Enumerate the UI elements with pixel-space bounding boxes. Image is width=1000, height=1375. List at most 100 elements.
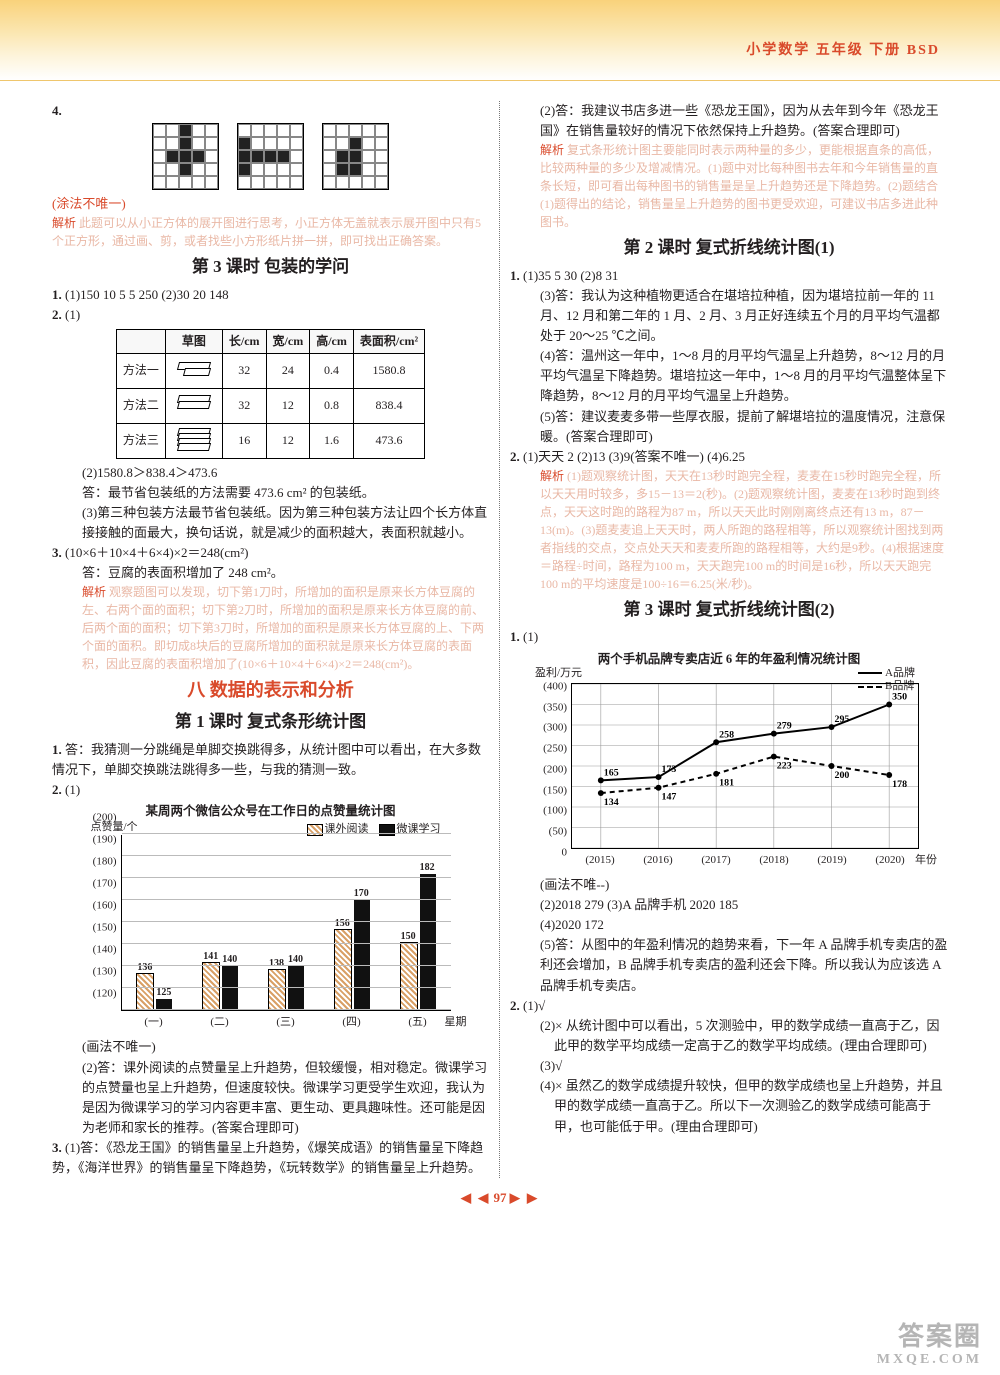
l3-q1-label: 1. [52,287,62,302]
q4-grid-1 [152,123,219,190]
l3-q1: 1. (1)150 10 5 5 250 (2)30 20 148 [52,285,489,305]
svg-text:178: 178 [892,779,907,790]
l3-q1-text: (1)150 10 5 5 250 (2)30 20 148 [65,287,229,302]
line-chart-xlabel: 年份 [915,852,937,869]
l3-q2-sub2-ans: 答：最节省包装纸的方法需要 473.6 cm² 的包装纸。 [52,483,489,503]
cont3-analysis: 解析 复式条形统计图主要能同时表示两种量的多少，更能根据直条的高低，比较两种量的… [510,141,948,231]
svg-text:258: 258 [719,729,734,740]
bar-chart-bars: 136125141140138140156170150182 [122,835,451,1010]
th-l: 长/cm [222,329,266,353]
svg-text:279: 279 [777,721,792,732]
svg-text:147: 147 [661,792,676,803]
r-l2-q1: 1. (1)35 5 30 (2)8 31 (3)答：我认为这种植物更适合在堪培… [510,266,948,447]
r-l2-q2: 2. (1)天天 2 (2)13 (3)9(答案不唯一) (4)6.25 解析 … [510,447,948,593]
r-l3b-q2-l1: (1)√ [523,998,545,1013]
u8-q3-sub1: (1)答：《恐龙王国》的销售量呈上升趋势，《爆笑成语》的销售量呈下降趋势，《海洋… [52,1140,483,1175]
u8-q1-label: 1. [52,742,62,757]
line-chart-svg: 165173258279295350134147181223200178 [572,684,918,848]
u8-q2: 2. (1) 某周两个微信公众号在工作日的点赞量统计图 点赞量/个 课外阅读 微… [52,780,489,1138]
line-chart-note: (画法不唯--) [510,875,948,895]
r3-w: 12 [266,423,310,458]
unit8-l1-title: 第 1 课时 复式条形统计图 [52,709,489,735]
q4-grid-3 [322,123,389,190]
q4-analysis: 解析 此题可以从小正方体的展开图进行思考，小正方体无盖就表示展开图中只有5个正方… [52,214,489,250]
r1-name: 方法一 [116,353,165,388]
r-l2-q2-analysis-text: (1)题观察统计图，天天在13秒时跑完全程，麦麦在15秒时跑完全程，所以天天用时… [540,469,944,591]
l3-q3-analysis: 解析 观察题图可以发现，切下第1刀时，所增加的面积是原来长方体豆腐的左、右两个面… [52,583,489,673]
watermark-url: MXQE.COM [877,1352,982,1367]
r2-s: 838.4 [353,388,424,423]
analysis-label: 解析 [82,585,106,599]
svg-text:173: 173 [661,764,676,775]
page-number: 97 [494,1190,507,1205]
arrow-left-icon: ◀ ◀ [461,1190,490,1205]
r-l2-q1-label: 1. [510,268,520,283]
page-root: 小学数学 五年级 下册 BSD 4. (涂法不唯一) 解析 此题可以从小正方体的… [0,0,1000,1375]
r1-icon [165,353,222,388]
r-l3b-q2: 2. (1)√ (2)× 从统计图中可以看出，5 次测验中，甲的数学成绩一直高于… [510,996,948,1137]
bar-chart: 点赞量/个 课外阅读 微课学习 (120)(130)(140)(150)(160… [81,825,461,1035]
q4-note: (涂法不唯一) [52,194,489,214]
r-l3b-q1-sub2: (2)2018 279 (3)A 品牌手机 2020 185 [510,895,948,915]
r-l2-q2-line: (1)天天 2 (2)13 (3)9(答案不唯一) (4)6.25 [523,449,745,464]
line-chart: 盈利/万元 A品牌 B品牌 0(50)(100)(150)(200)(250)(… [529,673,929,873]
r2-w: 12 [266,388,310,423]
u8-q2-sub1-label: (1) [65,782,80,797]
r3-s: 473.6 [353,423,424,458]
r1-h: 0.4 [310,353,354,388]
r-l2-q1-sub5: (5)答：建议麦麦多带一些厚衣服，提前了解堪培拉的温度情况，注意保暖。(答案合理… [510,407,948,447]
svg-text:295: 295 [834,714,849,725]
lesson3-title: 第 3 课时 包装的学问 [52,254,489,280]
r-l2-q1-sub3: (3)答：我认为这种植物更适合在堪培拉种植，因为堪培拉前一年的 11 月、12 … [510,286,948,346]
q4-grids [52,123,489,190]
analysis-label: 解析 [540,143,564,157]
l3-q3: 3. (10×6＋10×4＋6×4)×2＝248(cm²) 答：豆腐的表面积增加… [52,543,489,673]
l3-q3-calc: (10×6＋10×4＋6×4)×2＝248(cm²) [65,545,248,560]
r-l3b-q2-l4: (4)× 虽然乙的数学成绩提升较快，但甲的数学成绩也呈上升趋势，并且甲的数学成绩… [510,1076,948,1136]
th-s: 表面积/cm² [353,329,424,353]
cont3-analysis-text: 复式条形统计图主要能同时表示两种量的多少，更能根据直条的高低，比较两种量的多少及… [540,143,939,229]
u8-q2-label: 2. [52,782,62,797]
q4-grid-2 [237,123,304,190]
l3-q3-label: 3. [52,545,62,560]
r-l3b-q1-label: 1. [510,629,520,644]
l3-q2-sub3: (3)第三种包装方法最节省包装纸。因为第三种包装方法让四个长方体直接接触的面最大… [52,503,489,543]
l3-q2-label: 2. [52,307,62,322]
legend-a-label: A品牌 [885,667,915,679]
r1-w: 24 [266,353,310,388]
svg-text:223: 223 [777,760,792,771]
line-chart-plot: 165173258279295350134147181223200178 [571,683,919,849]
r2-icon [165,388,222,423]
r2-l: 32 [222,388,266,423]
header-subject: 小学数学 五年级 下册 BSD [746,40,940,62]
u8-q1-text: 答：我猜测一分跳绳是单脚交换跳得多，从统计图中可以看出，在大多数情况下，单脚交换… [52,742,481,777]
r2-name: 方法二 [116,388,165,423]
svg-text:165: 165 [604,767,619,778]
l3-q2-sub2: (2)1580.8＞838.4＞473.6 [52,463,489,483]
r-l2-q2-analysis: 解析 (1)题观察统计图，天天在13秒时跑完全程，麦麦在15秒时跑完全程，所以天… [510,467,948,593]
right-column: (2)答：我建议书店多进一些《恐龙王国》，因为从去年到今年《恐龙王国》在销售量较… [500,101,958,1178]
series-points: 165173258279295350134147181223200178 [598,691,907,807]
arrow-right-icon: ▶ ▶ [510,1190,539,1205]
bar-chart-xlabel: 星期 [445,1014,467,1031]
l3-q3-ansline: 答：豆腐的表面积增加了 248 cm²。 [52,563,489,583]
l3-q3-analysis-text: 观察题图可以发现，切下第1刀时，所增加的面积是原来长方体豆腐的左、右两个面的面积… [82,585,484,671]
r-l3b-q1: 1. (1) 两个手机品牌专卖店近 6 年的年盈利情况统计图 盈利/万元 A品牌… [510,627,948,995]
r1-l: 32 [222,353,266,388]
q4: 4. (涂法不唯一) 解析 此题可以从小正方体的展开图进行思考，小正方体无盖就表… [52,101,489,250]
unit8-heading: 八 数据的表示和分析 [52,677,489,705]
r-l3b-q2-label: 2. [510,998,520,1013]
table-row: 方法二 32 12 0.8 838.4 [116,388,424,423]
r-l3b-q2-l3: (3)√ [510,1056,948,1076]
pack-table: 草图 长/cm 宽/cm 高/cm 表面积/cm² 方法一 32 24 0.4 … [116,329,425,459]
q4-analysis-text: 此题可以从小正方体的展开图进行思考，小正方体无盖就表示展开图中只有5个正方形，通… [52,216,481,248]
u8-q2-sub2: (2)答：课外阅读的点赞量呈上升趋势，但较缓慢，相对稳定。微课学习的点赞量也呈上… [52,1058,489,1139]
bar-chart-plot: 136125141140138140156170150182 [121,835,451,1011]
columns: 4. (涂法不唯一) 解析 此题可以从小正方体的展开图进行思考，小正方体无盖就表… [0,81,1000,1178]
th-h: 高/cm [310,329,354,353]
r3-icon [165,423,222,458]
r-lesson2-title: 第 2 课时 复式折线统计图(1) [510,235,948,261]
legend-line-solid [858,672,882,674]
svg-text:134: 134 [604,797,619,808]
q4-label: 4. [52,103,62,118]
